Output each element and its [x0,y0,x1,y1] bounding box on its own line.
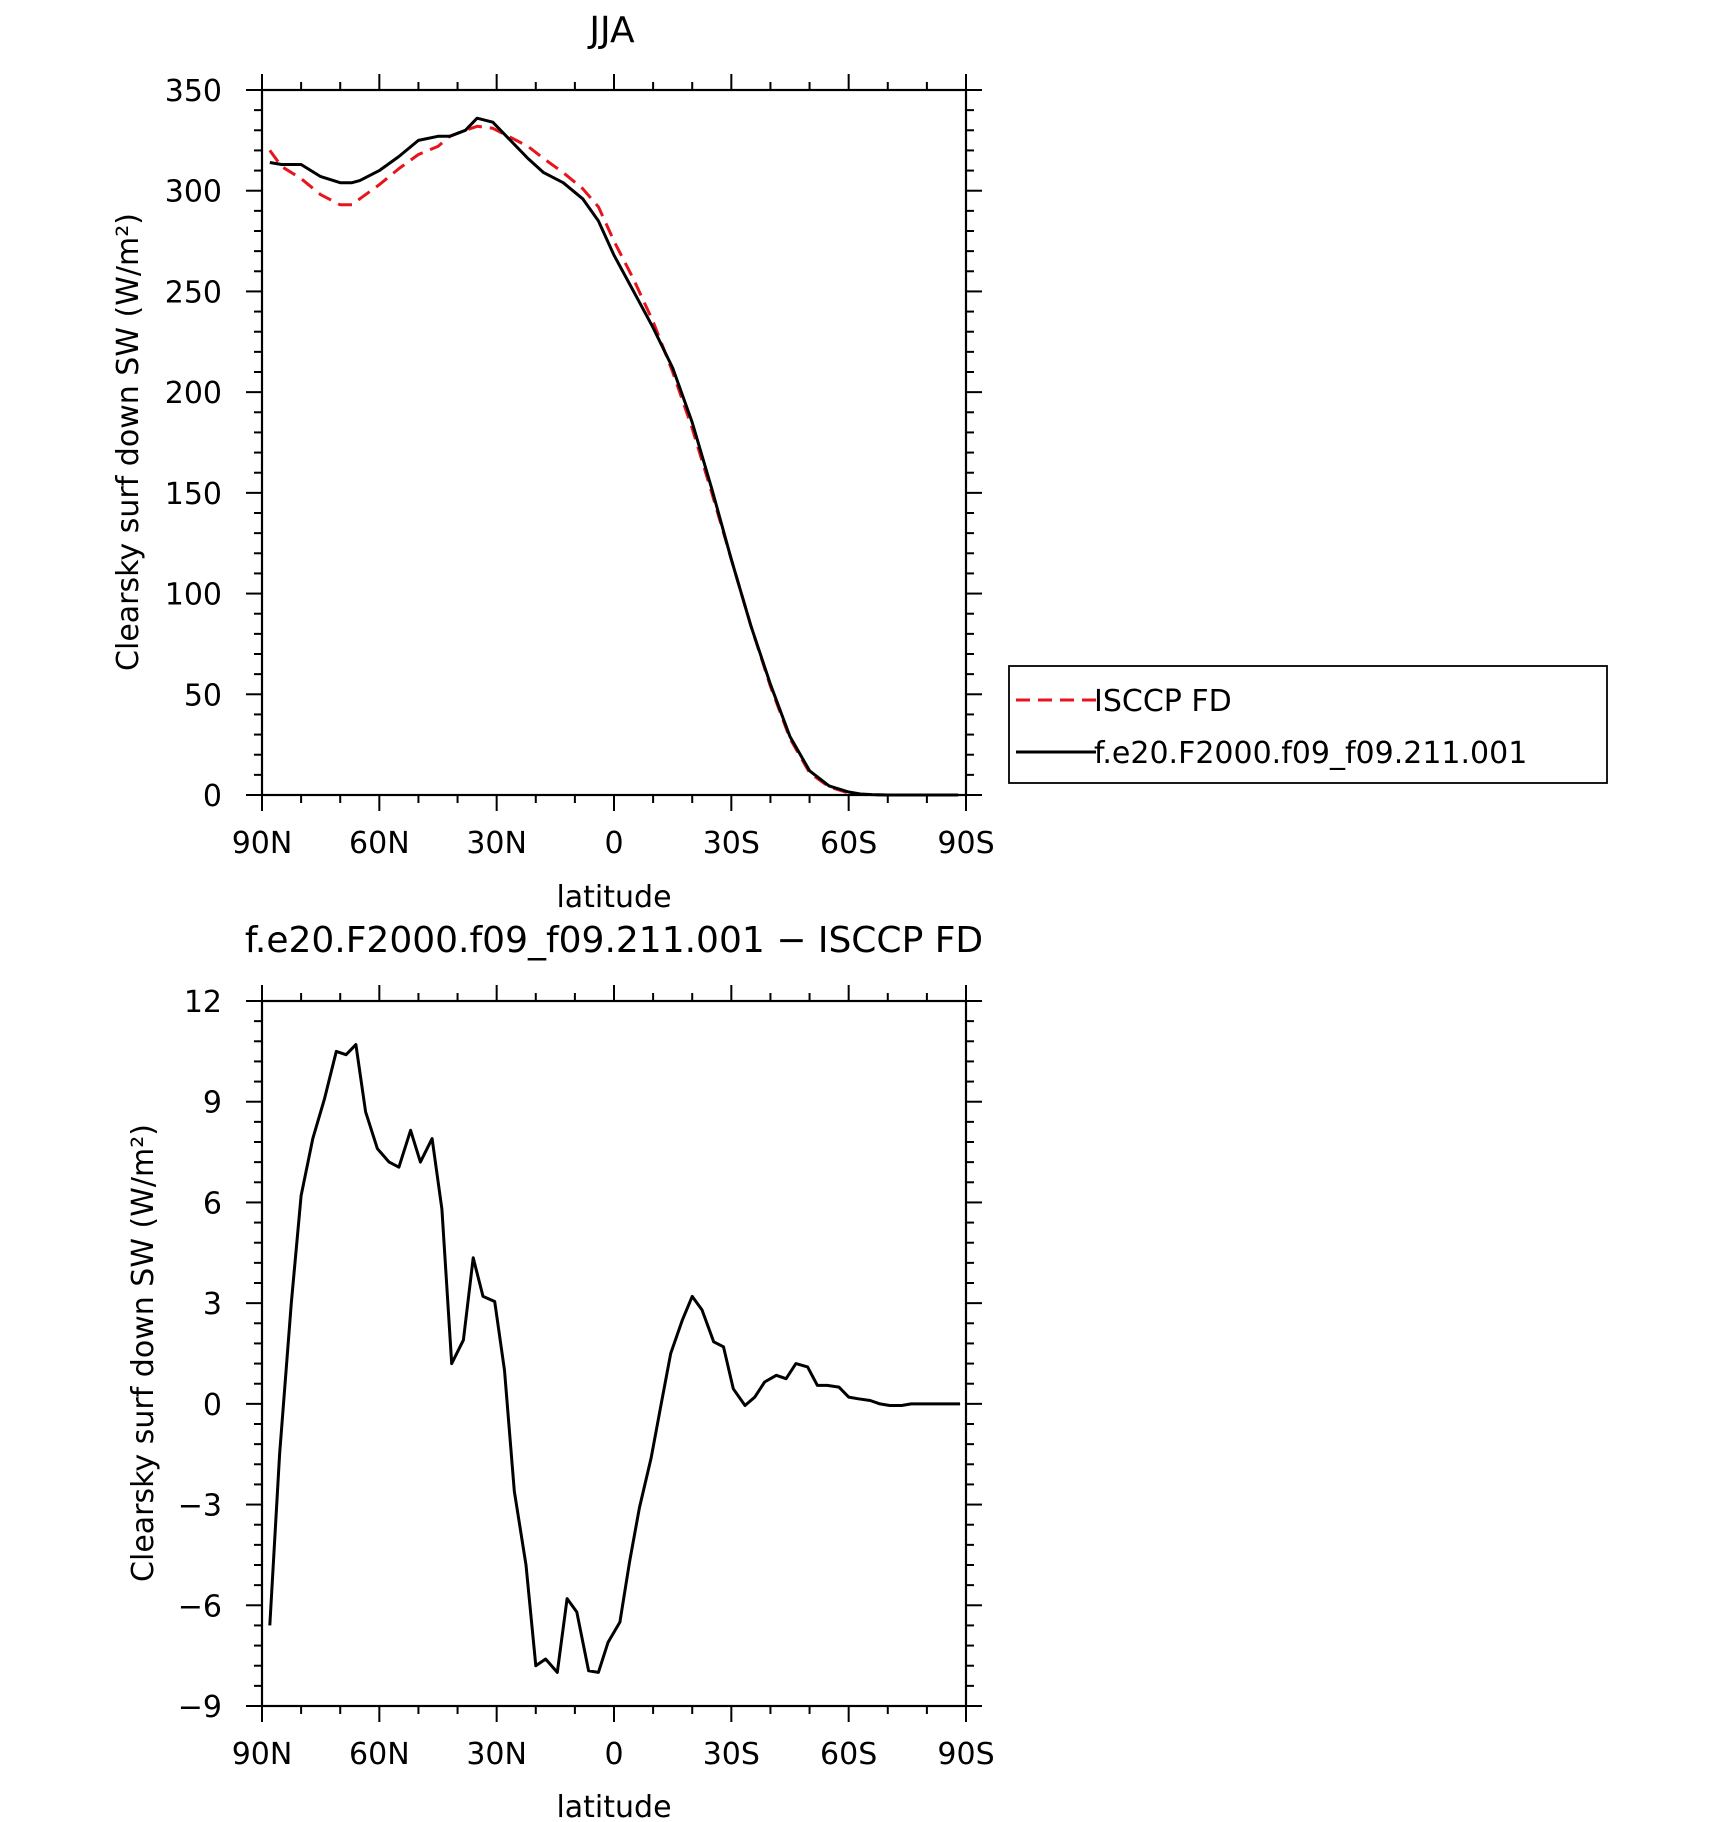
top-y-axis-title: Clearsky surf down SW (W/m²) [111,213,146,671]
bottom-axis-ticks: −9 −6 −3 0 3 6 9 12 90N 60N 30N 0 30S 60S 90S [178,985,995,1772]
top-x-tick-label: 0 [604,826,623,861]
legend: ISCCP FD f.e20.F2000.f09_f09.211.001 [1008,665,1608,784]
bottom-x-tick-label: 90N [232,1737,293,1772]
bottom-x-tick-label: 0 [604,1737,623,1772]
top-y-tick-label: 50 [184,678,222,713]
bottom-plot-frame [260,999,968,1708]
top-x-tick-label: 60S [820,826,877,861]
bottom-y-axis-title: Clearsky surf down SW (W/m²) [126,1124,161,1582]
bottom-y-tick-label: 9 [203,1086,222,1121]
top-y-tick-label: 350 [165,74,222,109]
bottom-x-tick-label: 30N [466,1737,527,1772]
bottom-y-tick-label: 6 [203,1186,222,1221]
bottom-panel-title: f.e20.F2000.f09_f09.211.001 − ISCCP FD [245,920,983,961]
bottom-x-tick-label: 90S [937,1737,994,1772]
bottom-x-axis-title: latitude [556,1790,671,1822]
bottom-y-tick-label: 3 [203,1287,222,1322]
bottom-panel: f.e20.F2000.f09_f09.211.001 − ISCCP FD −… [126,920,995,1822]
top-panel-title: JJA [587,10,635,51]
bottom-y-tick-label: 12 [184,985,222,1020]
top-x-tick-label: 30S [703,826,760,861]
top-axis-ticks: 0 50 100 150 200 250 300 350 90N 60N 30N 0 30S 60S 90S [165,74,995,861]
top-y-tick-label: 100 [165,578,222,613]
top-y-tick-label: 0 [203,779,222,814]
top-x-tick-label: 30N [466,826,527,861]
bottom-plot-area [268,1043,961,1674]
bottom-y-tick-label: −6 [178,1589,222,1624]
bottom-x-tick-label: 60S [820,1737,877,1772]
bottom-y-tick-label: −9 [178,1690,222,1725]
top-x-tick-label: 90S [937,826,994,861]
top-series-line-isccp [268,124,959,797]
legend-label-model: f.e20.F2000.f09_f09.211.001 [1094,736,1527,771]
top-y-tick-label: 150 [165,477,222,512]
top-x-tick-label: 60N [349,826,410,861]
bottom-y-tick-label: 0 [203,1388,222,1423]
top-x-axis-title: latitude [556,880,671,915]
top-plot-area [268,116,959,797]
legend-label-isccp: ISCCP FD [1094,684,1232,719]
top-panel: JJA 0 50 100 150 200 250 300 350 90N 60N 30N 0 30S 60… [111,10,995,915]
bottom-y-tick-label: −3 [178,1489,222,1524]
top-y-tick-label: 200 [165,376,222,411]
bottom-x-tick-label: 30S [703,1737,760,1772]
top-x-tick-label: 90N [232,826,293,861]
bottom-x-tick-label: 60N [349,1737,410,1772]
top-y-tick-label: 300 [165,175,222,210]
top-y-tick-label: 250 [165,275,222,310]
top-series-line-model [269,116,959,797]
legend-box [1008,665,1608,784]
top-plot-frame [260,88,968,797]
bottom-series-line-model [268,1043,961,1674]
